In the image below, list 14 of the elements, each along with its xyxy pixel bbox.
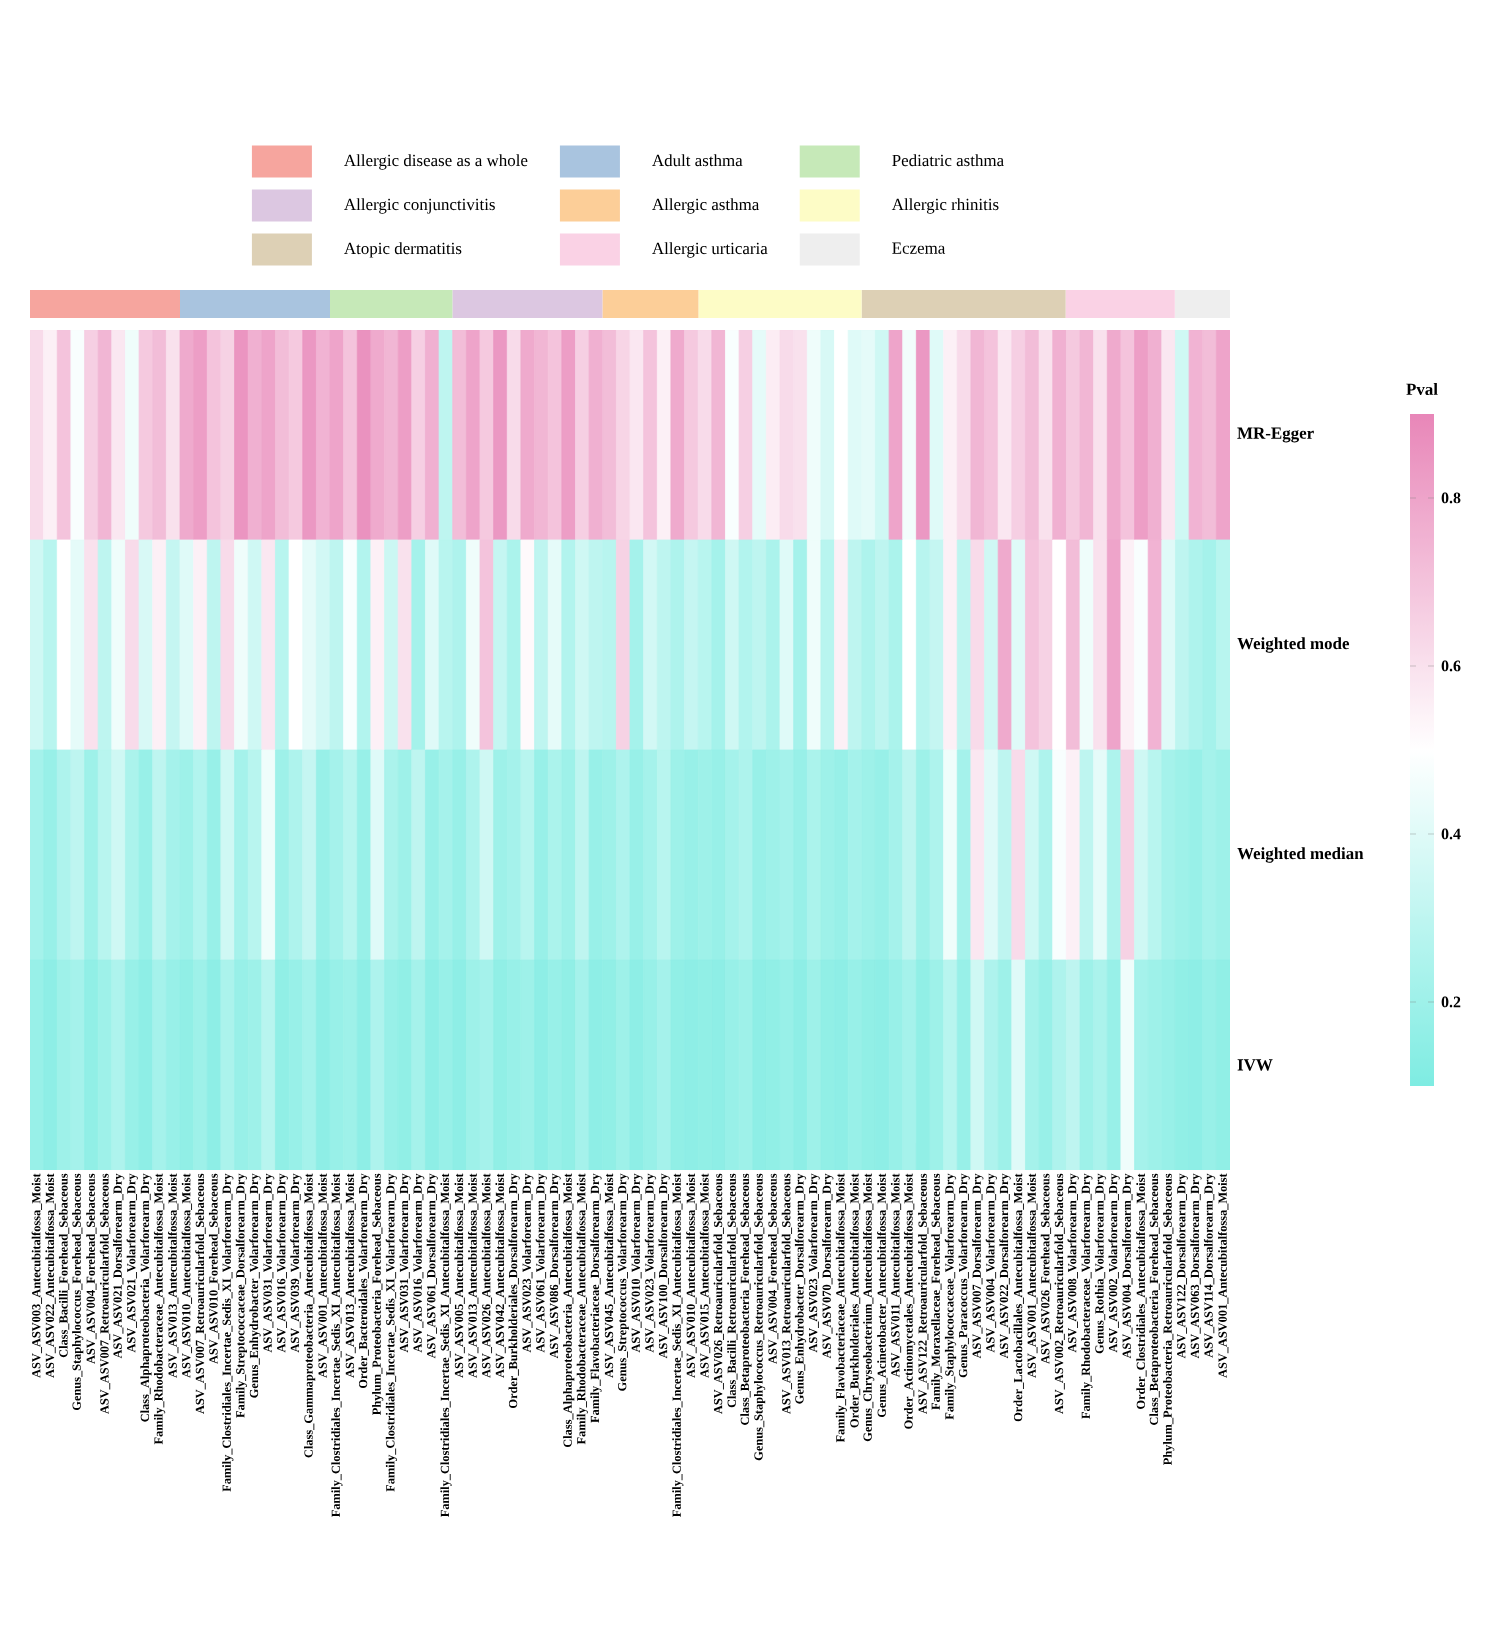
legend-label: Allergic asthma [652,198,760,214]
legend-label: Eczema [892,242,946,254]
legend-label: Adult asthma [652,154,743,167]
color-bar-title: Pval [1406,383,1438,395]
legend-label: Atopic dermatitis [344,242,462,258]
y-tick-label: Weighted median [1237,847,1364,863]
legend-label: Pediatric asthma [892,154,1004,167]
y-tick-label: IVW [1237,1059,1273,1071]
legend-label: Allergic rhinitis [891,198,999,214]
y-tick-label: MR-Egger [1237,427,1314,443]
legend-label: Allergic urticaria [652,242,768,258]
y-tick-label: Weighted mode [1237,637,1350,653]
legend-label: Allergic conjunctivitis [344,198,495,214]
legend-label: Allergic disease as a whole [344,154,528,170]
